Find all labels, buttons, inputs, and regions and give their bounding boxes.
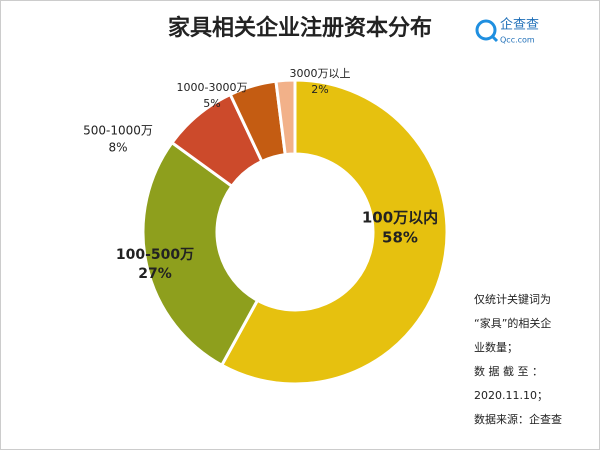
logo-site: Qcc.com: [500, 36, 535, 45]
value-label: 58%: [382, 229, 418, 247]
note-line: 2020.11.10；: [474, 389, 548, 402]
logo: 企查查 Qcc.com: [475, 17, 539, 45]
note-line: 仅统计关键词为: [474, 292, 551, 306]
donut-slice: [141, 140, 260, 368]
slice-label: 1000-3000万: [177, 81, 248, 94]
note-line: 数 据 截 至 ：: [474, 364, 543, 378]
value-label: 27%: [138, 266, 172, 282]
slice-label: 100-500万: [116, 247, 194, 263]
value-label: 5%: [203, 97, 220, 110]
note-line: 数据来源：企查查: [474, 412, 562, 426]
slice-label: 3000万以上: [290, 67, 351, 80]
chart-title: 家具相关企业注册资本分布: [168, 15, 432, 41]
note-line: “家具”的相关企: [474, 316, 551, 330]
logo-name: 企查查: [500, 17, 539, 33]
slice-label: 100万以内: [362, 209, 438, 227]
slice-label: 500-1000万: [83, 124, 153, 138]
value-label: 8%: [108, 141, 127, 155]
donut-slice: [274, 78, 297, 157]
value-label: 2%: [311, 83, 328, 96]
logo-icon: [475, 19, 497, 41]
donut-slice: [219, 78, 449, 386]
note-line: 业数量；: [474, 341, 518, 354]
logo-icon: [490, 34, 499, 43]
